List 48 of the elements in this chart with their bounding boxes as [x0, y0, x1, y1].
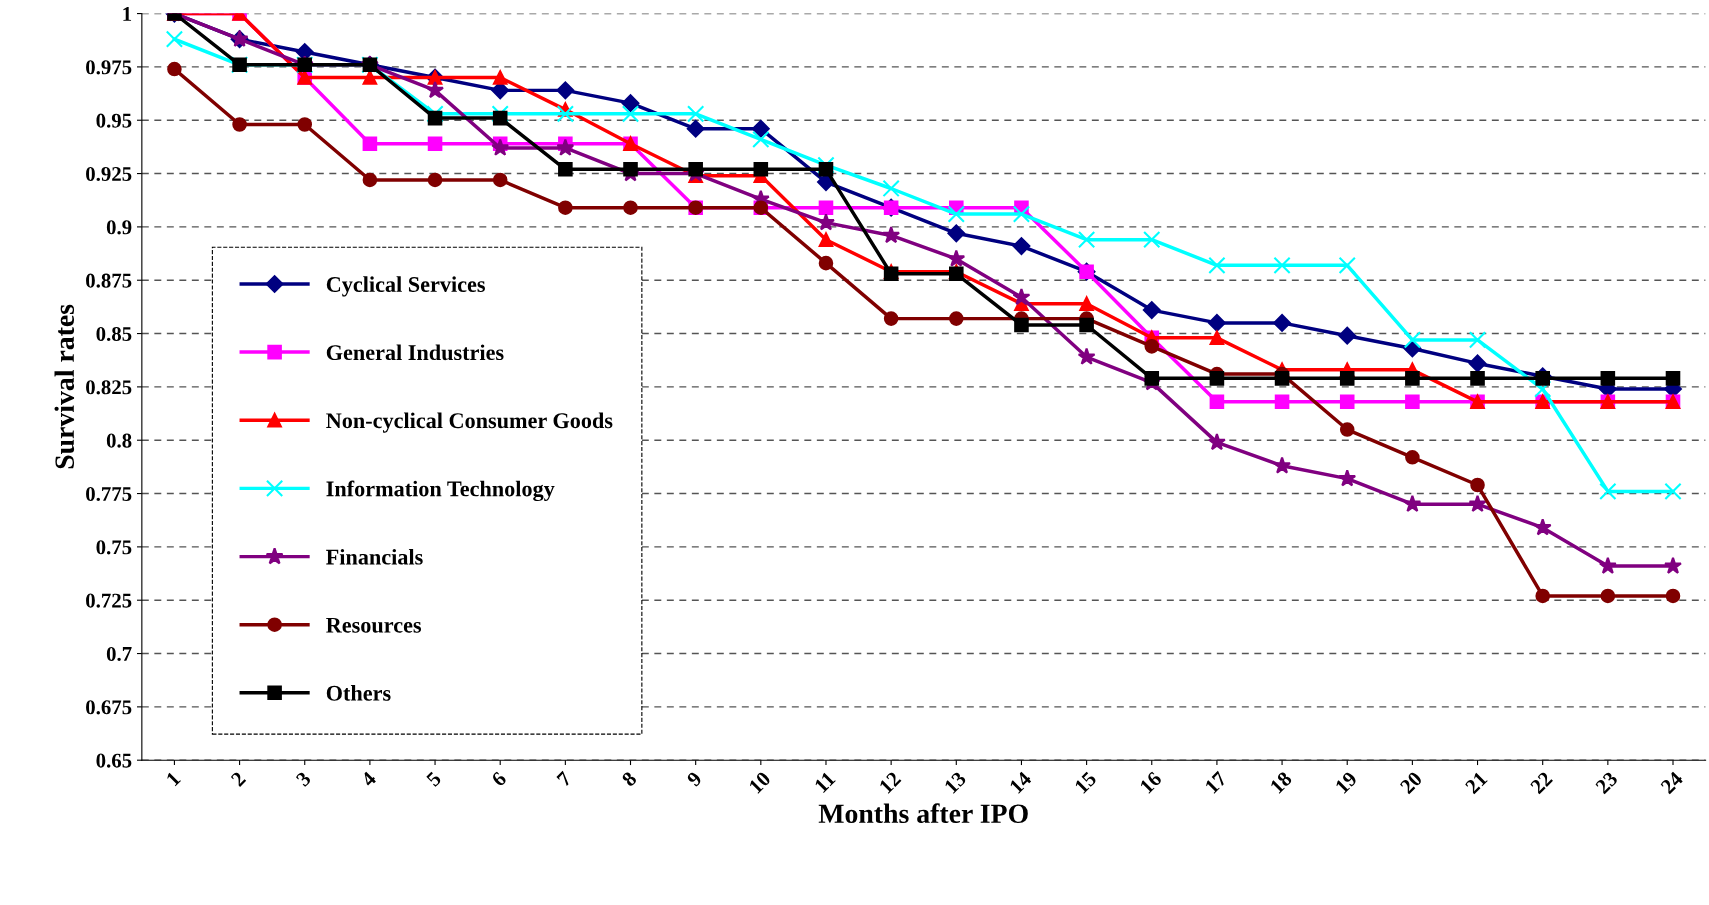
y-tick-label: 0.95: [96, 113, 132, 128]
x-tick-label: 1: [165, 771, 181, 787]
x-axis-title: Months after IPO: [818, 803, 1028, 824]
y-tick-label: 0.675: [86, 700, 132, 715]
x-tick-label: 9: [686, 770, 703, 788]
x-tick-label: 21: [1464, 771, 1488, 795]
x-tick-label: 3: [295, 770, 312, 788]
legend-label: General Industries: [326, 344, 504, 361]
y-tick-label: 0.725: [86, 593, 132, 608]
y-tick-label: 0.975: [86, 60, 132, 75]
x-tick-label: 24: [1660, 770, 1684, 795]
x-tick-label: 8: [621, 770, 638, 788]
legend-label: Resources: [326, 617, 422, 633]
legend-label: Cyclical Services: [326, 276, 485, 297]
y-tick-label: 0.775: [86, 486, 132, 502]
y-tick-label: 0.65: [96, 753, 132, 768]
y-tick-label: 0.8: [106, 433, 132, 448]
x-tick-label: 15: [1074, 770, 1098, 794]
x-tick-label: 23: [1594, 770, 1619, 795]
y-tick-label: 0.85: [96, 326, 132, 342]
x-tick-label: 17: [1204, 770, 1228, 794]
x-tick-label: 5: [425, 771, 442, 788]
x-tick-label: 10: [748, 770, 772, 794]
x-tick-label: 2: [230, 771, 247, 787]
y-tick-label: 0.925: [86, 166, 132, 182]
legend-label: Information Technology: [326, 480, 555, 502]
y-tick-label: 1: [123, 7, 132, 21]
x-tick-label: 13: [943, 770, 967, 794]
legend-label: Financials: [326, 548, 423, 565]
x-tick-label: 6: [490, 770, 508, 788]
x-tick-label: 14: [1009, 770, 1033, 794]
y-tick-label: 0.7: [106, 646, 132, 662]
x-tick-label: 16: [1139, 770, 1163, 794]
y-tick-label: 0.9: [106, 220, 132, 235]
y-tick-label: 0.875: [86, 273, 132, 288]
x-tick-label: 4: [360, 770, 377, 788]
y-tick-label: 0.75: [96, 540, 132, 555]
x-tick-label: 22: [1529, 771, 1553, 795]
x-tick-label: 7: [556, 770, 573, 787]
x-tick-label: 18: [1269, 770, 1293, 794]
x-tick-label: 12: [878, 771, 902, 794]
legend-label: Others: [326, 685, 391, 701]
y-tick-label: 0.825: [86, 380, 132, 395]
x-tick-label: 19: [1334, 770, 1358, 794]
x-tick-label: 11: [814, 771, 836, 793]
x-tick-label: 20: [1399, 770, 1423, 795]
legend-label: Non-cyclical Consumer Goods: [326, 412, 613, 433]
y-axis-title: Survival rates: [54, 304, 75, 469]
